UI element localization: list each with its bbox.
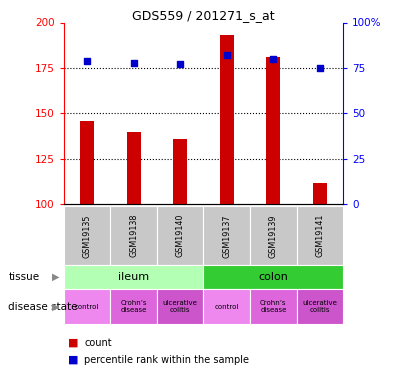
Text: tissue: tissue [8, 272, 39, 282]
Bar [297, 206, 343, 266]
Point [224, 52, 230, 58]
Bar [220, 35, 234, 204]
Point [84, 58, 90, 64]
Text: ▶: ▶ [52, 302, 59, 312]
Text: GSM19138: GSM19138 [129, 214, 138, 258]
Bar [64, 266, 203, 289]
Bar [297, 289, 343, 324]
Point [270, 56, 277, 62]
Point [130, 60, 137, 66]
Text: disease state: disease state [8, 302, 78, 312]
Bar [250, 289, 297, 324]
Bar [203, 289, 250, 324]
Text: control: control [215, 304, 239, 310]
Bar [110, 206, 157, 266]
Bar [203, 266, 343, 289]
Bar [157, 289, 203, 324]
Text: ulcerative
colitis: ulcerative colitis [163, 300, 198, 313]
Text: control: control [75, 304, 99, 310]
Bar [110, 289, 157, 324]
Text: GSM19140: GSM19140 [175, 214, 185, 258]
Text: GDS559 / 201271_s_at: GDS559 / 201271_s_at [132, 9, 275, 22]
Text: GSM19137: GSM19137 [222, 214, 231, 258]
Bar [250, 206, 297, 266]
Bar [64, 206, 110, 266]
Text: ▶: ▶ [52, 272, 59, 282]
Bar [203, 206, 250, 266]
Text: percentile rank within the sample: percentile rank within the sample [84, 355, 249, 365]
Bar [313, 183, 327, 204]
Text: ileum: ileum [118, 272, 149, 282]
Text: Crohn’s
disease: Crohn’s disease [120, 300, 147, 313]
Point [316, 65, 323, 71]
Bar [80, 121, 94, 204]
Bar [64, 289, 110, 324]
Text: GSM19141: GSM19141 [315, 214, 324, 258]
Text: ulcerative
colitis: ulcerative colitis [302, 300, 337, 313]
Text: Crohn’s
disease: Crohn’s disease [260, 300, 286, 313]
Text: ■: ■ [68, 355, 79, 365]
Text: count: count [84, 338, 112, 348]
Text: ■: ■ [68, 338, 79, 348]
Point [177, 62, 183, 68]
Bar [127, 132, 141, 204]
Text: colon: colon [259, 272, 288, 282]
Text: GSM19135: GSM19135 [83, 214, 92, 258]
Bar [157, 206, 203, 266]
Bar [173, 139, 187, 204]
Text: GSM19139: GSM19139 [269, 214, 278, 258]
Bar [266, 57, 280, 204]
